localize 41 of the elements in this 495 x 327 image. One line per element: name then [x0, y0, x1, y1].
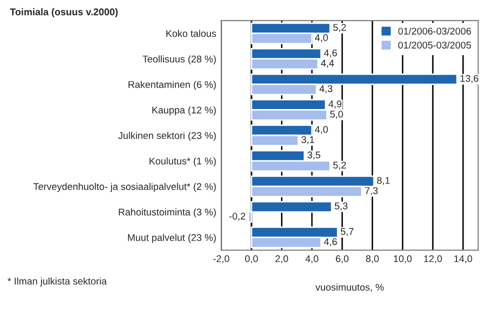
y-tick-label: Terveydenhuolto- ja sosiaalipalvelut* (2 %): [33, 182, 216, 192]
legend-label: 01/2006-03/2006: [398, 27, 471, 35]
data-label: 7,3: [365, 187, 378, 196]
data-label: 5,0: [330, 110, 343, 119]
x-tick-label: 6,0: [336, 255, 349, 264]
x-tick-label: 10,0: [394, 255, 412, 264]
x-tick-label: -2,0: [213, 255, 230, 264]
data-label: 4,0: [314, 126, 328, 134]
data-label: 4,3: [319, 85, 332, 94]
data-label: 5,2: [333, 24, 346, 32]
data-label: 5,3: [334, 202, 348, 211]
y-tick-label: Koko talous: [166, 30, 216, 37]
data-label: 5,7: [340, 228, 354, 236]
y-tick-label: Rakentaminen (6 %): [128, 80, 216, 90]
x-axis-title: vuosimuutos, %: [315, 284, 384, 292]
x-tick-label: 4,0: [305, 255, 318, 264]
data-label: 3,5: [308, 152, 320, 160]
data-label: 4,6: [324, 49, 337, 58]
data-label: 8,1: [377, 177, 390, 186]
text: * Ilman julkista sektoria: [8, 277, 107, 287]
text: Toimiala (osuus v.2000): [10, 8, 118, 18]
data-label: 4,0: [314, 34, 328, 42]
data-label: 13,6: [460, 74, 478, 84]
x-tick-label: 0,0: [245, 255, 258, 264]
data-label: 4,4: [320, 60, 334, 68]
y-tick-label: Muut palvelut (23 %): [128, 234, 216, 243]
data-label: 5,2: [333, 162, 346, 170]
y-tick-label: Kauppa (12 %): [152, 106, 216, 116]
data-label: 3,1: [301, 136, 314, 144]
y-tick-label: Koulutus* (1 %): [150, 157, 216, 166]
data-label: 4,9: [328, 100, 342, 109]
x-tick-label: 12,0: [424, 255, 442, 264]
legend-label: 01/2005-03/2005: [398, 41, 471, 49]
x-tick-label: 14,0: [454, 255, 472, 264]
x-tick-label: 2,0: [275, 255, 288, 264]
y-tick-label: Teollisuus (28 %): [142, 55, 216, 64]
data-label: 4,6: [324, 238, 337, 246]
x-tick-label: 8,0: [366, 255, 379, 264]
y-tick-label: Rahoitustoiminta (3 %): [118, 208, 216, 218]
y-tick-label: Julkinen sektori (23 %): [118, 132, 216, 141]
data-label: -0,2: [229, 212, 246, 221]
